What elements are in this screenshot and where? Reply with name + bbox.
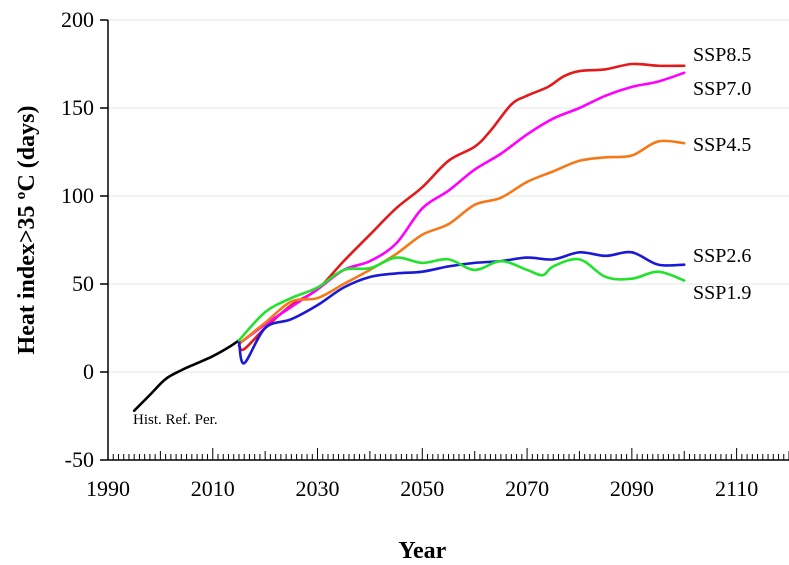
x-axis-title: Year [398,538,446,564]
x-tick-label: 2110 [715,476,758,501]
axes [107,20,789,461]
x-tick-label: 2090 [610,476,654,501]
series-labels: SSP8.5 SSP7.0 SSP4.5 SSP2.6 SSP1.9 [693,44,751,304]
series-line-hist-ref-per [132,339,241,413]
x-tick-label: 2050 [400,476,444,501]
y-tick-label: 0 [83,359,94,384]
x-tick-label: 2030 [296,476,340,501]
y-tick-label: 50 [72,271,94,296]
x-minor-ticks [107,448,789,460]
series-label-ssp7-0: SSP7.0 [693,78,751,100]
x-tick-label: 1990 [86,476,130,501]
series-label-ssp1-9: SSP1.9 [693,282,751,304]
x-tick-labels: 1990 2010 2030 2050 2070 2090 2110 [86,476,758,501]
series-line-ssp7-0 [237,71,686,346]
series-label-ssp4-5: SSP4.5 [693,134,751,156]
hist-ref-period-label: Hist. Ref. Per. [133,412,218,428]
y-axis-title: Heat index>35 ºC (days) [14,106,40,355]
y-tick-label: 100 [61,183,94,208]
x-tick-label: 2070 [505,476,549,501]
series-line-ssp2-6 [237,250,686,365]
y-tick-labels: -50 0 50 100 150 200 [61,7,108,472]
series-line-ssp1-9 [237,256,686,342]
y-tick-label: -50 [65,447,94,472]
series-line-ssp8-5 [237,62,686,352]
grid-lines [108,19,789,373]
series-label-ssp2-6: SSP2.6 [693,245,751,267]
series-line-ssp4-5 [237,139,686,346]
series-lines [132,62,686,413]
y-tick-label: 150 [61,95,94,120]
x-tick-label: 2010 [191,476,235,501]
y-tick-label: 200 [61,7,94,32]
series-label-ssp8-5: SSP8.5 [693,44,751,66]
